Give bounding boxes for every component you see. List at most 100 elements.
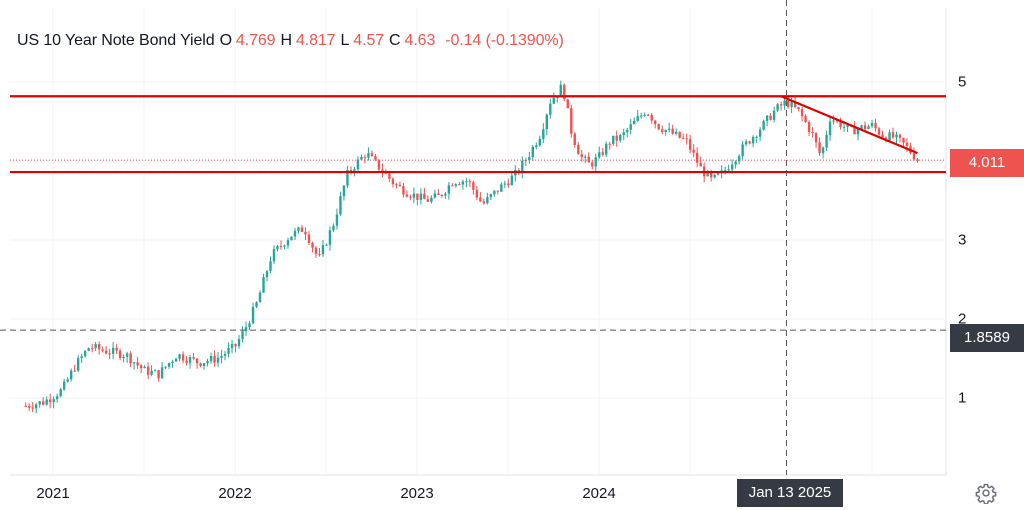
candle-body xyxy=(353,169,356,172)
candle-body xyxy=(423,193,426,200)
candle-body xyxy=(237,339,241,347)
chart-legend: US 10 Year Note Bond Yield O 4.769 H 4.817 L 4… xyxy=(17,32,564,50)
gear-icon[interactable] xyxy=(975,482,997,505)
candle-body xyxy=(395,184,398,186)
candle-body xyxy=(76,358,80,371)
candle-body xyxy=(360,157,363,160)
candle-body xyxy=(244,327,248,332)
candle-body xyxy=(636,116,639,122)
candle-body xyxy=(412,193,416,198)
candle-body xyxy=(174,358,178,362)
candle-body xyxy=(640,115,643,117)
candle-body xyxy=(104,350,108,354)
candle-body xyxy=(325,244,328,246)
candle-body xyxy=(111,347,115,354)
legend-close-label: C xyxy=(389,32,401,49)
candle-body xyxy=(97,344,101,350)
candle-body xyxy=(24,405,27,407)
candle-body xyxy=(374,156,377,160)
candle-body xyxy=(454,184,458,186)
candle-body xyxy=(500,184,503,192)
candle-body xyxy=(234,343,237,347)
candle-body xyxy=(619,135,622,141)
candle-body xyxy=(416,193,419,200)
legend-close-value: 4.63 xyxy=(404,32,436,49)
candle-body xyxy=(139,365,143,369)
candle-body xyxy=(688,139,692,150)
candle-body xyxy=(776,104,779,111)
candle-body xyxy=(335,214,339,226)
x-tick-label: 2023 xyxy=(400,485,434,502)
candle-body xyxy=(157,370,160,379)
candle-body xyxy=(311,243,314,248)
candle-body xyxy=(241,331,244,340)
candle-body xyxy=(916,159,919,161)
candle-body xyxy=(370,153,374,157)
candle-body xyxy=(332,225,335,231)
candle-body xyxy=(671,128,674,134)
candle-body xyxy=(199,363,202,366)
candle-body xyxy=(657,124,660,130)
candle-body xyxy=(853,126,856,135)
candle-body xyxy=(685,138,688,140)
candle-body xyxy=(265,271,269,278)
candle-body xyxy=(437,193,440,195)
candle-body xyxy=(94,344,97,349)
candle-body xyxy=(503,183,507,185)
candle-body xyxy=(38,401,41,405)
candle-body xyxy=(409,196,412,198)
candle-body xyxy=(507,183,510,186)
candle-body xyxy=(835,120,839,122)
candle-body xyxy=(608,143,611,145)
candle-body xyxy=(83,350,87,357)
candle-body xyxy=(122,356,125,359)
candle-body xyxy=(339,196,342,215)
candle-body xyxy=(66,379,69,382)
candle-body xyxy=(318,253,321,255)
candle-body xyxy=(888,132,891,141)
candle-body xyxy=(227,348,230,354)
legend-low-label: L xyxy=(340,32,350,49)
candle-body xyxy=(475,189,479,198)
candle-body xyxy=(800,109,804,117)
x-tick-label: 2022 xyxy=(218,485,252,502)
candle-body xyxy=(45,399,48,405)
candle-body xyxy=(41,401,45,405)
candle-body xyxy=(734,161,737,165)
candle-body xyxy=(468,181,472,183)
candle-body xyxy=(905,142,909,147)
candle-body xyxy=(661,129,664,132)
candle-body xyxy=(213,355,216,363)
legend-high-label: H xyxy=(280,32,292,49)
candle-body xyxy=(402,186,405,195)
candle-body xyxy=(580,154,583,158)
candle-body xyxy=(587,156,590,163)
candle-body xyxy=(230,343,234,349)
candle-body xyxy=(255,302,258,307)
candle-body xyxy=(566,99,569,109)
candle-body xyxy=(293,230,297,237)
candle-body xyxy=(716,173,720,175)
candle-body xyxy=(615,135,618,141)
candle-body xyxy=(48,399,52,403)
candle-body xyxy=(730,164,734,170)
candle-body xyxy=(493,190,496,195)
candle-body xyxy=(552,97,555,104)
candle-body xyxy=(654,120,657,125)
candle-body xyxy=(874,122,877,129)
candle-body xyxy=(486,197,489,204)
candle-body xyxy=(758,129,762,137)
candle-body xyxy=(559,84,562,97)
candle-body xyxy=(192,357,195,359)
candle-body xyxy=(727,169,730,171)
candle-body xyxy=(125,353,129,357)
candle-body xyxy=(510,175,514,186)
candle-body xyxy=(667,128,671,130)
candle-body xyxy=(877,128,881,135)
candle-body xyxy=(737,156,741,162)
candle-body xyxy=(821,147,825,154)
candle-body xyxy=(115,347,118,351)
candle-body xyxy=(101,349,104,351)
